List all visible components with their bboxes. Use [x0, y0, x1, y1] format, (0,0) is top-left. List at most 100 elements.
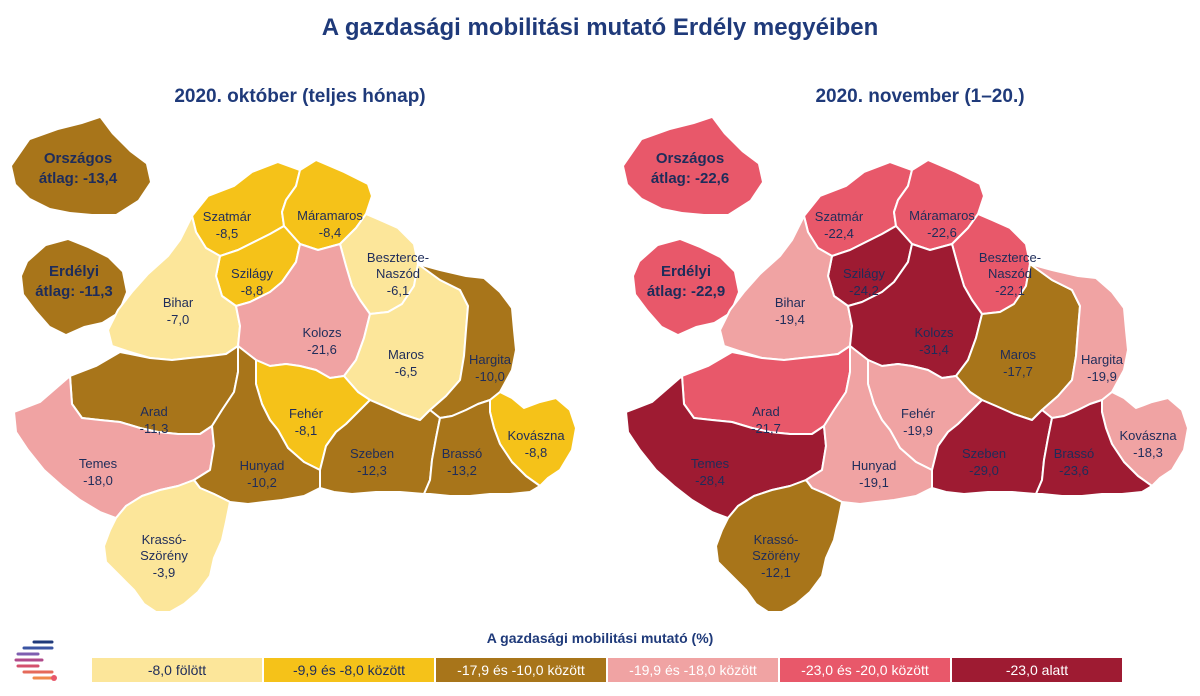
county-brasso-name: Brassó: [442, 446, 482, 461]
national-average-label: Országos: [44, 150, 112, 167]
national-average-right: Országos átlag: -22,6: [624, 118, 762, 214]
legend-item: -8,0 fölött: [92, 658, 264, 682]
county-arad-name: Arad: [140, 404, 167, 419]
national-average-shape: [624, 118, 762, 214]
legend-title: A gazdasági mobilitási mutató (%): [486, 630, 714, 646]
county-szilagy-name: Szilágy: [843, 266, 885, 281]
county-bihar-value: -19,4: [775, 312, 805, 327]
national-average-value: átlag: -13,4: [39, 170, 118, 187]
county-maramaros-name: Máramaros: [909, 208, 975, 223]
county-brasso: [423, 399, 541, 497]
legend-item: -19,9 és -18,0 között: [608, 658, 780, 682]
county-temes-value: -18,0: [83, 473, 113, 488]
county-beszterce-name-line2: Naszód: [376, 266, 420, 281]
county-beszterce-value: -22,1: [995, 283, 1025, 298]
county-brasso-value: -23,6: [1059, 463, 1089, 478]
national-average-shape: [12, 118, 150, 214]
county-maramaros-value: -22,6: [927, 225, 957, 240]
county-hargita-value: -19,9: [1087, 369, 1117, 384]
county-beszterce-value: -6,1: [387, 283, 409, 298]
county-szatmar-value: -8,5: [216, 226, 238, 241]
county-krasso-name-line2: Szörény: [140, 548, 188, 563]
county-krasso-name: Krassó-: [142, 532, 187, 547]
regional-average-right: Erdélyi átlag: -22,9: [634, 240, 738, 334]
county-temes-name: Temes: [691, 456, 730, 471]
county-hunyad-name: Hunyad: [240, 458, 285, 473]
county-beszterce-name-line2: Naszód: [988, 266, 1032, 281]
county-temes-value: -28,4: [695, 473, 725, 488]
county-hargita-name: Hargita: [1081, 352, 1124, 367]
regional-average-left: Erdélyi átlag: -11,3: [22, 240, 126, 334]
national-average-left: Országos átlag: -13,4: [12, 118, 150, 214]
county-bihar-name: Bihar: [163, 295, 194, 310]
map-left: Országos átlag: -13,4 Erdélyi átlag: -11,3 S…: [12, 118, 577, 613]
county-kolozs-name: Kolozs: [914, 325, 954, 340]
county-maros-value: -17,7: [1003, 364, 1033, 379]
county-szatmar-value: -22,4: [824, 226, 854, 241]
county-hunyad-value: -19,1: [859, 475, 889, 490]
county-krasso-name: Krassó-: [754, 532, 799, 547]
map-left-subtitle: 2020. október (teljes hónap): [174, 86, 426, 107]
county-hunyad: [193, 345, 321, 505]
county-kovaszna-value: -8,8: [525, 445, 547, 460]
county-brasso: [1035, 399, 1153, 497]
county-beszterce-name: Beszterce-: [367, 250, 429, 265]
regional-average-value: átlag: -22,9: [647, 283, 725, 300]
county-maros-value: -6,5: [395, 364, 417, 379]
county-szatmar-name: Szatmár: [203, 209, 252, 224]
county-arad-name: Arad: [752, 404, 779, 419]
legend-item: -23,0 és -20,0 között: [780, 658, 952, 682]
map-right: Országos átlag: -22,6 Erdélyi átlag: -22,9 S…: [624, 118, 1189, 613]
county-kovaszna-name: Kovászna: [1119, 428, 1177, 443]
county-maramaros-name: Máramaros: [297, 208, 363, 223]
county-temes-name: Temes: [79, 456, 118, 471]
county-krasso-name-line2: Szörény: [752, 548, 800, 563]
county-beszterce-name: Beszterce-: [979, 250, 1041, 265]
legend: -8,0 fölött -9,9 és -8,0 között -17,9 és -…: [92, 658, 1124, 682]
regional-average-label: Erdélyi: [661, 263, 711, 280]
legend-item: -9,9 és -8,0 között: [264, 658, 436, 682]
county-hargita-value: -10,0: [475, 369, 505, 384]
county-arad-value: -21,7: [751, 421, 781, 436]
county-hunyad-value: -10,2: [247, 475, 277, 490]
county-szatmar-name: Szatmár: [815, 209, 864, 224]
map-right-subtitle: 2020. november (1–20.): [815, 86, 1025, 107]
county-maros-name: Maros: [388, 347, 425, 362]
county-hargita-name: Hargita: [469, 352, 512, 367]
county-kolozs-value: -21,6: [307, 342, 337, 357]
national-average-value: átlag: -22,6: [651, 170, 729, 187]
county-maros-name: Maros: [1000, 347, 1037, 362]
county-brasso-value: -13,2: [447, 463, 477, 478]
county-krasso-value: -12,1: [761, 565, 791, 580]
logo-icon: [14, 640, 57, 681]
county-kovaszna-value: -18,3: [1133, 445, 1163, 460]
county-bihar-name: Bihar: [775, 295, 806, 310]
national-average-label: Országos: [656, 150, 724, 167]
county-szeben-value: -29,0: [969, 463, 999, 478]
county-hunyad-name: Hunyad: [852, 458, 897, 473]
county-feher-name: Fehér: [289, 406, 324, 421]
county-feher-name: Fehér: [901, 406, 936, 421]
county-szilagy-value: -24,2: [849, 283, 879, 298]
county-brasso-name: Brassó: [1054, 446, 1094, 461]
county-kolozs-value: -31,4: [919, 342, 949, 357]
county-krasso-value: -3,9: [153, 565, 175, 580]
county-hunyad: [805, 345, 933, 505]
county-feher-value: -19,9: [903, 423, 933, 438]
county-arad-value: -11,3: [140, 421, 169, 436]
county-kovaszna-name: Kovászna: [507, 428, 565, 443]
page-title: A gazdasági mobilitási mutató Erdély meg…: [321, 14, 879, 41]
regional-average-label: Erdélyi: [49, 263, 99, 280]
county-szeben-name: Szeben: [350, 446, 394, 461]
county-kolozs-name: Kolozs: [302, 325, 342, 340]
county-krasso: [715, 479, 843, 613]
legend-item: -23,0 alatt: [952, 658, 1124, 682]
legend-item: -17,9 és -10,0 között: [436, 658, 608, 682]
county-szeben-name: Szeben: [962, 446, 1006, 461]
regional-average-shape: [22, 240, 126, 334]
county-szilagy-value: -8,8: [241, 283, 263, 298]
county-bihar-value: -7,0: [167, 312, 189, 327]
county-feher-value: -8,1: [295, 423, 317, 438]
